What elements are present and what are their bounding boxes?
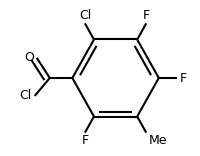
Text: O: O [24, 51, 34, 64]
Text: Cl: Cl [19, 89, 32, 102]
Text: F: F [179, 71, 186, 85]
Text: F: F [142, 9, 149, 22]
Text: Me: Me [148, 134, 166, 147]
Text: Cl: Cl [78, 9, 91, 22]
Text: F: F [81, 134, 88, 147]
